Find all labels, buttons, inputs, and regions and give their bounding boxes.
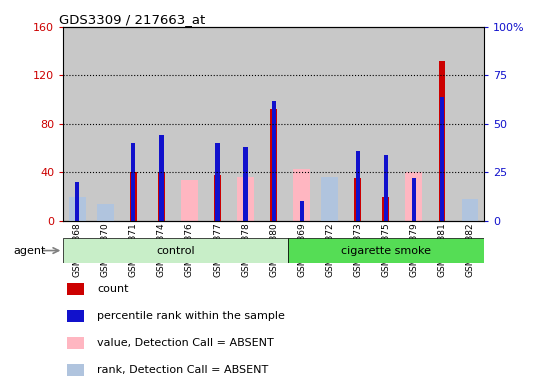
Bar xyxy=(237,177,254,221)
Text: cigarette smoke: cigarette smoke xyxy=(341,245,431,256)
Bar xyxy=(461,202,478,221)
Bar xyxy=(175,27,204,221)
Bar xyxy=(69,199,86,221)
Bar xyxy=(405,172,422,221)
Bar xyxy=(344,27,372,221)
Bar xyxy=(461,199,478,221)
Bar xyxy=(158,172,165,221)
Bar xyxy=(63,27,91,221)
Bar xyxy=(438,61,446,221)
Bar xyxy=(372,27,400,221)
Bar xyxy=(293,169,310,221)
Bar xyxy=(440,97,444,221)
Bar xyxy=(214,175,221,221)
Bar xyxy=(272,101,276,221)
Bar xyxy=(288,238,484,263)
Text: GDS3309 / 217663_at: GDS3309 / 217663_at xyxy=(59,13,205,26)
Bar xyxy=(316,27,344,221)
Bar xyxy=(119,27,147,221)
Bar xyxy=(321,177,338,221)
Text: agent: agent xyxy=(14,245,46,256)
Bar xyxy=(412,178,416,221)
Text: rank, Detection Call = ABSENT: rank, Detection Call = ABSENT xyxy=(97,365,268,375)
Bar xyxy=(270,109,277,221)
Bar xyxy=(68,283,84,295)
Bar xyxy=(216,143,219,221)
Bar xyxy=(300,202,304,221)
Bar xyxy=(97,209,114,221)
Text: value, Detection Call = ABSENT: value, Detection Call = ABSENT xyxy=(97,338,274,348)
Text: count: count xyxy=(97,284,128,294)
Bar xyxy=(260,27,288,221)
Text: percentile rank within the sample: percentile rank within the sample xyxy=(97,311,285,321)
Bar xyxy=(69,197,86,221)
Bar xyxy=(91,27,119,221)
Bar xyxy=(428,27,456,221)
Bar xyxy=(130,172,137,221)
Bar xyxy=(68,364,84,376)
Bar xyxy=(400,27,428,221)
Bar xyxy=(356,151,360,221)
Bar xyxy=(354,179,361,221)
Bar xyxy=(63,238,288,263)
Bar xyxy=(382,197,389,221)
Bar xyxy=(232,27,260,221)
Bar xyxy=(288,27,316,221)
Bar xyxy=(131,143,135,221)
Bar xyxy=(244,147,248,221)
Bar xyxy=(204,27,232,221)
Bar xyxy=(456,27,484,221)
Bar xyxy=(384,155,388,221)
Bar xyxy=(181,180,198,221)
Bar xyxy=(321,177,338,221)
Bar xyxy=(75,182,79,221)
Bar xyxy=(68,337,84,349)
Bar xyxy=(147,27,175,221)
Bar xyxy=(68,310,84,322)
Bar xyxy=(160,136,163,221)
Text: control: control xyxy=(156,245,195,256)
Bar xyxy=(97,204,114,221)
